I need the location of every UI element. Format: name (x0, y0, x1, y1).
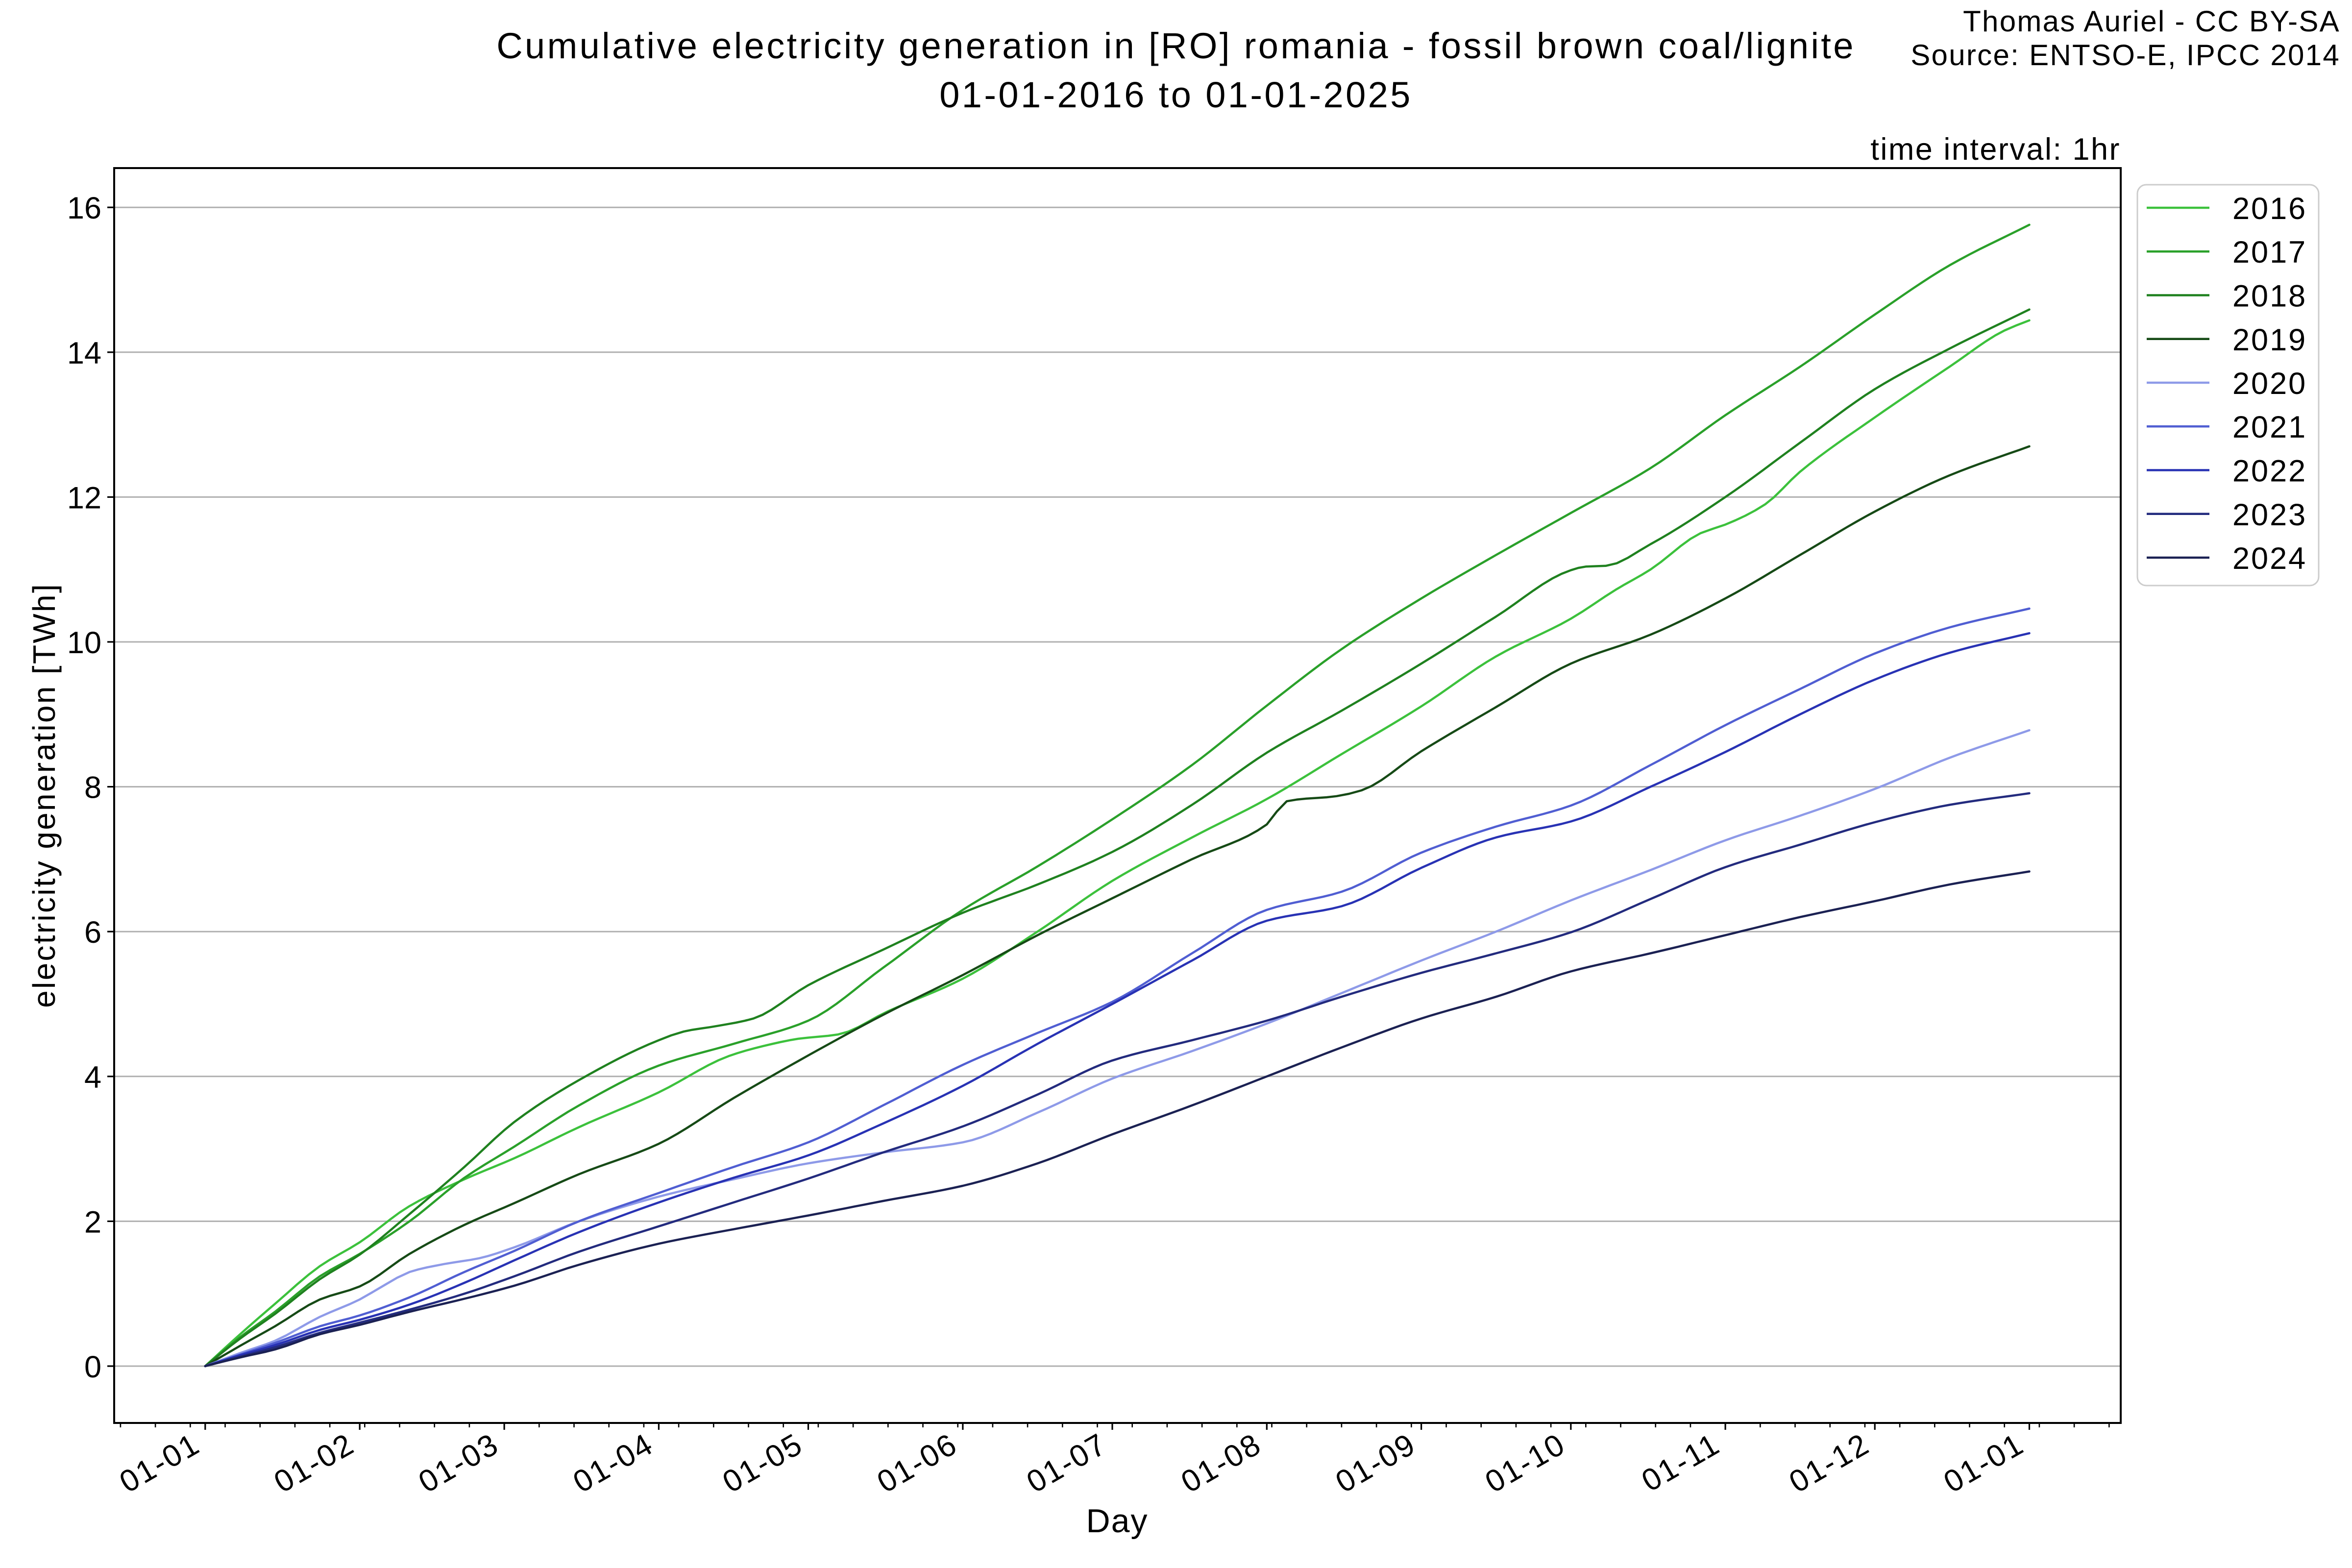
svg-text:2018: 2018 (2232, 279, 2307, 314)
svg-text:16: 16 (67, 191, 101, 225)
svg-text:Thomas Auriel - CC BY-SA: Thomas Auriel - CC BY-SA (1963, 5, 2340, 38)
svg-text:time interval: 1hr: time interval: 1hr (1870, 132, 2121, 167)
svg-text:6: 6 (84, 915, 101, 950)
svg-text:Source: ENTSO-E, IPCC 2014: Source: ENTSO-E, IPCC 2014 (1911, 39, 2340, 72)
svg-text:01-06: 01-06 (871, 1427, 963, 1500)
svg-text:electricity generation [TWh]: electricity generation [TWh] (26, 583, 62, 1008)
svg-text:01-09: 01-09 (1330, 1427, 1422, 1500)
svg-text:01-12: 01-12 (1784, 1427, 1876, 1500)
svg-text:8: 8 (84, 771, 101, 805)
svg-text:2024: 2024 (2232, 541, 2307, 576)
svg-text:01-04: 01-04 (567, 1427, 660, 1500)
svg-text:4: 4 (84, 1060, 101, 1095)
svg-text:Day: Day (1086, 1502, 1149, 1540)
svg-text:2016: 2016 (2232, 192, 2307, 226)
svg-text:01-05: 01-05 (717, 1427, 809, 1500)
svg-text:01-08: 01-08 (1176, 1427, 1268, 1500)
svg-text:Cumulative electricity generat: Cumulative electricity generation in [RO… (496, 25, 1856, 66)
svg-text:0: 0 (84, 1350, 101, 1384)
svg-text:2021: 2021 (2232, 410, 2307, 444)
svg-text:12: 12 (67, 481, 101, 515)
svg-text:01-07: 01-07 (1021, 1427, 1113, 1500)
svg-text:01-01: 01-01 (114, 1427, 206, 1500)
svg-text:01-01: 01-01 (1938, 1427, 2030, 1500)
svg-text:10: 10 (67, 626, 101, 660)
svg-text:2020: 2020 (2232, 367, 2307, 401)
svg-text:2019: 2019 (2232, 323, 2307, 357)
svg-text:01-10: 01-10 (1479, 1427, 1571, 1500)
svg-text:01-11: 01-11 (1636, 1427, 1726, 1498)
svg-text:2: 2 (84, 1205, 101, 1239)
svg-text:14: 14 (67, 336, 101, 370)
svg-text:2017: 2017 (2232, 235, 2307, 270)
svg-text:01-02: 01-02 (269, 1427, 361, 1500)
svg-text:01-03: 01-03 (413, 1427, 505, 1500)
svg-text:2023: 2023 (2232, 498, 2307, 532)
svg-text:01-01-2016 to 01-01-2025: 01-01-2016 to 01-01-2025 (939, 74, 1413, 115)
svg-text:2022: 2022 (2232, 454, 2307, 489)
